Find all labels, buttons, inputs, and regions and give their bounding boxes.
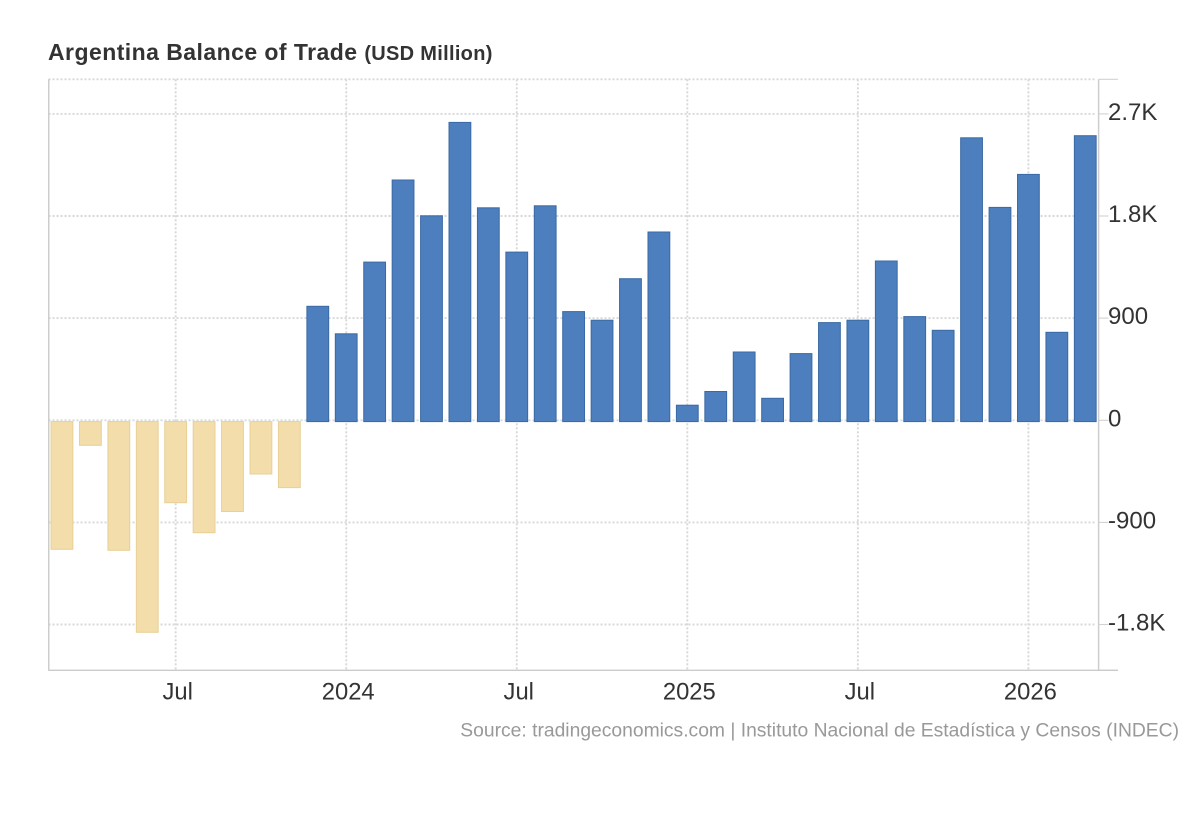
svg-text:1.8K: 1.8K — [1108, 201, 1157, 228]
svg-text:2026: 2026 — [1004, 679, 1057, 706]
svg-text:Jul: Jul — [504, 679, 534, 706]
svg-text:-1.8K: -1.8K — [1108, 610, 1165, 637]
svg-text:Argentina Balance of Trade (US: Argentina Balance of Trade (USD Million) — [48, 39, 493, 65]
svg-text:Jul: Jul — [845, 679, 875, 706]
svg-text:Jul: Jul — [162, 679, 192, 706]
svg-text:2025: 2025 — [663, 679, 716, 706]
svg-text:2024: 2024 — [322, 679, 375, 706]
svg-text:2.7K: 2.7K — [1108, 99, 1157, 126]
svg-text:Source: tradingeconomics.com |: Source: tradingeconomics.com | Instituto… — [460, 721, 1179, 742]
svg-text:0: 0 — [1108, 405, 1121, 432]
svg-text:900: 900 — [1108, 303, 1148, 330]
svg-text:-900: -900 — [1108, 507, 1156, 534]
